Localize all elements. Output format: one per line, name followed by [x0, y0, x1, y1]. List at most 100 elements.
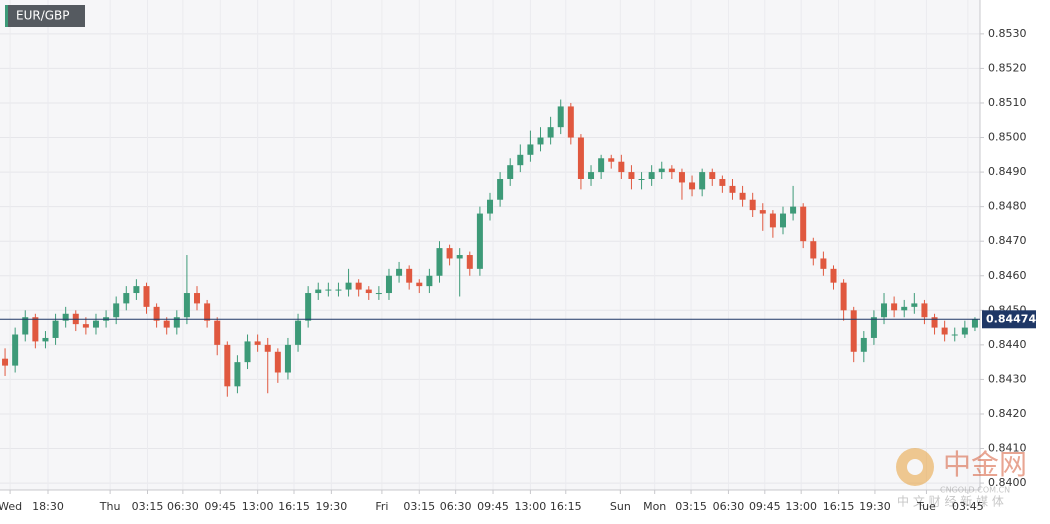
candle-body	[678, 172, 685, 183]
candle-body	[365, 289, 372, 294]
watermark-slogan: 中 文 财 经 新 媒 体	[897, 494, 1004, 509]
candle-body	[881, 303, 888, 318]
candle-body	[729, 185, 736, 193]
candle-body	[779, 213, 786, 228]
x-tick-label: 19:30	[316, 500, 348, 513]
candle-body	[689, 182, 696, 190]
y-tick-label: 0.8400	[988, 476, 1027, 489]
candle-body	[183, 293, 190, 318]
y-tick-label: 0.8480	[988, 200, 1027, 213]
x-tick-label: 03:15	[403, 500, 435, 513]
plot-background	[0, 0, 980, 490]
candle-body	[476, 213, 483, 269]
candle-body	[12, 334, 19, 366]
x-tick-label: 13:00	[515, 500, 547, 513]
x-tick-label: 03:15	[132, 500, 164, 513]
candle-body	[557, 106, 564, 128]
x-tick-label: 03:15	[675, 500, 707, 513]
candle-body	[264, 344, 271, 352]
candle-body	[487, 199, 493, 214]
y-tick-label: 0.8490	[988, 165, 1027, 178]
candle-body	[537, 137, 544, 145]
candle-body	[769, 213, 776, 228]
y-tick-label: 0.8500	[988, 131, 1027, 144]
candle-body	[224, 344, 231, 387]
candle-body	[214, 320, 221, 345]
candle-body	[830, 268, 837, 283]
candle-body	[668, 168, 675, 173]
candle-body	[840, 282, 847, 311]
grid	[0, 0, 980, 490]
watermark-site: CNGOLD.COM.CN	[940, 486, 1010, 495]
x-tick-label: Mon	[643, 500, 666, 513]
y-tick-label: 0.8470	[988, 234, 1027, 247]
x-tick-label: 06:30	[713, 500, 745, 513]
candle-body	[870, 317, 877, 338]
x-tick-label: Wed	[0, 500, 22, 513]
candle-body	[396, 268, 403, 276]
candle-body	[759, 210, 766, 214]
candle-body	[254, 341, 261, 345]
candle-body	[820, 258, 827, 269]
candle-body	[507, 165, 514, 179]
candle-body	[153, 306, 160, 321]
candle-body	[648, 172, 655, 179]
last-price-box	[982, 310, 1036, 329]
candle-body	[234, 362, 241, 387]
candle-body	[800, 206, 807, 242]
x-tick-label: 13:00	[242, 500, 274, 513]
x-tick-label: 09:45	[204, 500, 236, 513]
ticks: 0.84000.84100.84200.84300.84400.84500.84…	[0, 27, 1036, 513]
candle-body	[931, 317, 938, 328]
candle-body	[416, 282, 423, 287]
candle-body	[699, 172, 706, 190]
y-tick-label: 0.8530	[988, 27, 1027, 40]
x-tick-label: Sun	[610, 500, 631, 513]
candle-body	[921, 303, 928, 318]
y-tick-label: 0.8440	[988, 338, 1027, 351]
candle-body	[860, 337, 867, 352]
x-tick-label: Thu	[99, 500, 121, 513]
candle-body	[527, 144, 534, 155]
candle-body	[194, 293, 201, 304]
symbol-badge	[5, 5, 85, 27]
candle-body	[618, 161, 625, 173]
x-tick-label: 19:30	[859, 500, 891, 513]
candle-body	[163, 320, 170, 328]
candle-body	[345, 282, 352, 290]
x-tick-label: 06:30	[440, 500, 472, 513]
candle-body	[951, 334, 958, 336]
candle-body	[426, 275, 433, 287]
candle-body	[517, 154, 524, 166]
candle-body	[82, 324, 89, 328]
candle-body	[850, 310, 857, 352]
x-tick-label: Tue	[916, 500, 936, 513]
candle-body	[305, 293, 312, 321]
candle-body	[810, 241, 817, 259]
candle-body	[315, 289, 322, 294]
candle-body	[749, 199, 756, 211]
candle-body	[62, 313, 69, 321]
symbol-badge-accent	[5, 5, 8, 27]
candle-body	[133, 286, 140, 294]
candle-body	[456, 255, 463, 259]
candle-body	[961, 327, 968, 335]
candle-body	[567, 106, 574, 138]
candle-body	[2, 358, 9, 366]
x-tick-label: 09:45	[749, 500, 781, 513]
candle-body	[941, 327, 948, 335]
x-tick-label: 13:00	[785, 500, 817, 513]
candle-body	[436, 248, 443, 276]
x-tick-label: 16:15	[550, 500, 582, 513]
candle-body	[32, 317, 39, 342]
x-tick-label: 18:30	[32, 500, 64, 513]
x-tick-label: 16:15	[823, 500, 855, 513]
candle-body	[375, 293, 382, 295]
candle-body	[113, 303, 120, 318]
candle-body	[42, 337, 49, 342]
chart-title: EUR/GBP	[16, 9, 70, 23]
watermark-name: 中金网	[943, 448, 1027, 481]
candle-body	[274, 351, 281, 373]
candle-body	[446, 248, 453, 259]
